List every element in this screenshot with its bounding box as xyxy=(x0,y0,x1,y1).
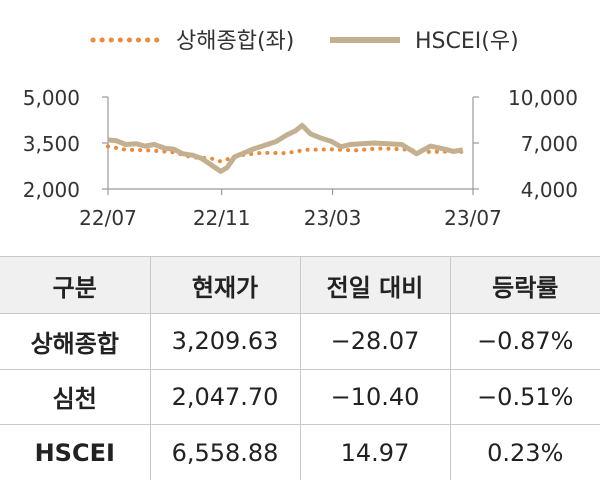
x-tick-label: 22/07 xyxy=(79,206,137,230)
x-tick-label: 23/03 xyxy=(304,206,362,230)
row-rate: 0.23% xyxy=(487,438,564,467)
row-name: 상해종합 xyxy=(0,313,151,370)
table-header-row: 구분 현재가 전일 대비 등락률 xyxy=(0,256,600,314)
x-tick-label: 22/11 xyxy=(193,206,251,230)
y-left-tick-label: 3,500 xyxy=(23,132,80,156)
row-change: 14.97 xyxy=(300,424,451,480)
table-row: HSCEI 6,558.88 14.97 0.23% xyxy=(0,424,600,480)
quote-table: 구분 현재가 전일 대비 등락률 상해종합 3,209.63 −28.07 −0… xyxy=(0,256,600,480)
header-current-price: 현재가 xyxy=(150,256,301,314)
legend-label-hscei: HSCEI(우) xyxy=(415,29,519,54)
row-change: −10.40 xyxy=(300,369,451,426)
legend-label-shanghai: 상해종합(좌) xyxy=(176,29,294,54)
table-row: 심천 2,047.70 −10.40 −0.51% xyxy=(0,369,600,426)
y-right-tick-label: 7,000 xyxy=(521,132,578,156)
y-left-tick-label: 2,000 xyxy=(23,178,80,202)
index-chart: 상해종합(좌) HSCEI(우) 5,000 3,500 2,000 10,000 7,00… xyxy=(23,29,578,230)
row-price: 6,558.88 xyxy=(150,424,301,480)
y-left-tick-label: 5,000 xyxy=(23,86,80,110)
row-price: 3,209.63 xyxy=(150,313,301,370)
row-rate: −0.51% xyxy=(450,369,600,426)
row-price: 2,047.70 xyxy=(150,369,301,426)
header-change-rate: 등락률 xyxy=(450,256,600,314)
series-line-hscei xyxy=(107,122,464,174)
x-tick-label: 23/07 xyxy=(444,206,502,230)
y-right-tick-label: 10,000 xyxy=(508,86,578,110)
table-row: 상해종합 3,209.63 −28.07 −0.87% xyxy=(0,313,600,370)
row-name: 심천 xyxy=(0,369,151,426)
header-change: 전일 대비 xyxy=(300,256,451,314)
header-category: 구분 xyxy=(0,256,151,314)
chart-svg: 상해종합(좌) HSCEI(우) 5,000 3,500 2,000 10,000 7,00… xyxy=(23,29,578,230)
row-rate: −0.87% xyxy=(450,313,600,370)
row-name: HSCEI xyxy=(0,424,151,480)
y-right-tick-label: 4,000 xyxy=(521,178,578,202)
row-change: −28.07 xyxy=(300,313,451,370)
